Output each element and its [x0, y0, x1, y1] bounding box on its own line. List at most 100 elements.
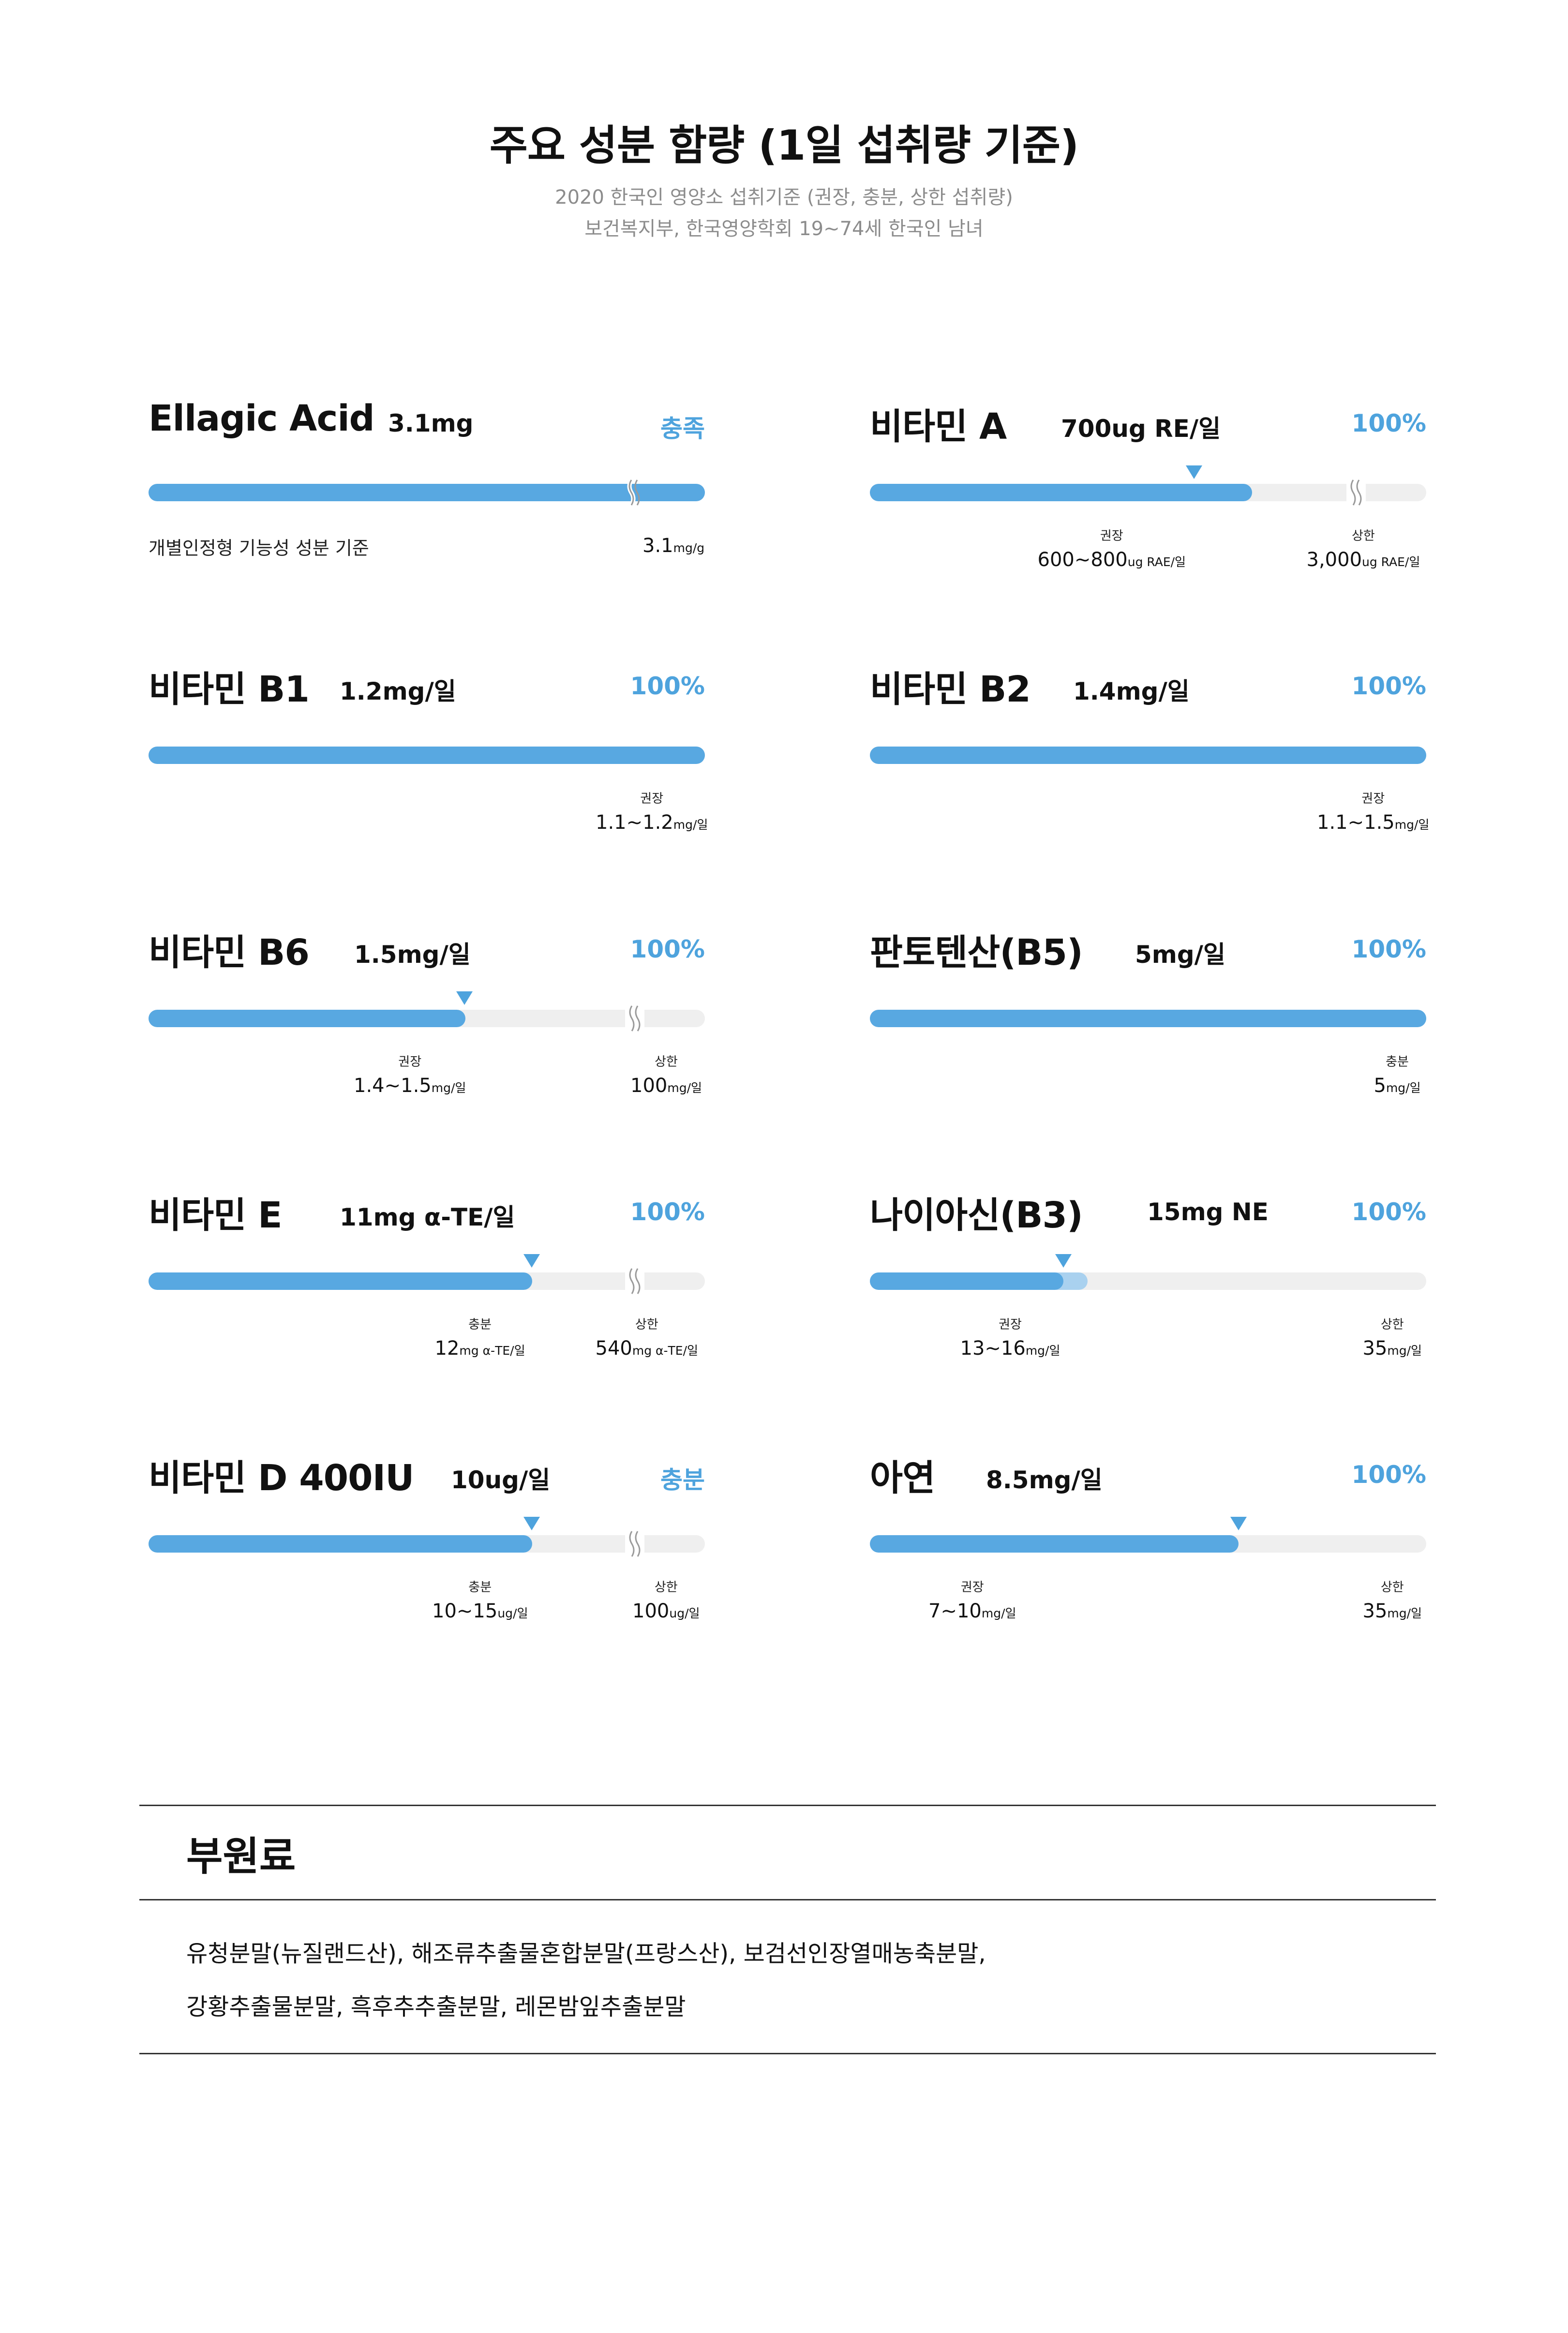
nutrient-card-niacin: 나이아신(B3) 15mg NE 100% 권장 13~16mg/일 상한 35… [870, 1186, 1426, 1390]
intake-marker-icon [456, 991, 473, 1005]
reference-label: 충분 12mg α-TE/일 [435, 1315, 525, 1360]
reference-key: 충분 [468, 1580, 492, 1595]
page-title: 주요 성분 함량 (1일 섭취량 기준) [489, 121, 1079, 170]
reference-unit: mg/일 [673, 818, 708, 832]
scale-break-icon [625, 478, 644, 507]
reference-key: 상한 [1380, 1580, 1404, 1595]
progress-fill [870, 1535, 1239, 1553]
nutrient-amount: 3.1mg [388, 409, 474, 437]
raw-materials-title: 부원료 [186, 1834, 296, 1880]
reference-key: 상한 [635, 1317, 658, 1332]
reference-unit: mg/일 [1394, 818, 1430, 832]
progress-bar [149, 479, 705, 507]
reference-unit: mg/일 [1387, 1344, 1422, 1358]
nutrient-card-vitamin-b6: 비타민 B6 1.5mg/일 100% 권장 1.4~1.5mg/일 상한 10… [149, 924, 705, 1127]
nutrient-status: 100% [1351, 935, 1426, 963]
nutrient-name: 아연 [870, 1457, 935, 1499]
nutrient-name: Ellagic Acid [149, 398, 375, 439]
reference-note: 개별인정형 기능성 성분 기준 [149, 538, 369, 559]
nutrient-amount: 10ug/일 [451, 1466, 551, 1494]
scale-break-icon [625, 1267, 644, 1296]
intake-marker-icon [523, 1254, 540, 1268]
reference-value: 12 [434, 1337, 460, 1360]
intake-marker-icon [1230, 1517, 1247, 1530]
reference-key: 권장 [1100, 529, 1123, 543]
progress-fill [149, 484, 705, 501]
nutrient-name: 나이아신(B3) [870, 1195, 1083, 1236]
reference-label: 상한 100ug/일 [632, 1577, 700, 1622]
scale-break-icon [1346, 478, 1366, 507]
reference-label: 권장 13~16mg/일 [960, 1315, 1060, 1360]
progress-fill [870, 747, 1426, 764]
reference-label: 상한 540mg α-TE/일 [596, 1315, 699, 1360]
nutrient-name: 비타민 B6 [149, 932, 310, 973]
progress-bar [870, 478, 1426, 507]
reference-label: 상한 100mg/일 [630, 1052, 702, 1097]
nutrient-card-ellagic-acid: Ellagic Acid 3.1mg 충족 개별인정형 기능성 성분 기준 3.… [149, 398, 705, 601]
intake-marker-icon [523, 1517, 540, 1530]
nutrient-amount: 1.5mg/일 [354, 941, 471, 969]
reference-value: 10~15 [432, 1600, 498, 1622]
reference-label: 상한 35mg/일 [1363, 1315, 1422, 1360]
reference-value: 35 [1362, 1337, 1388, 1360]
nutrient-card-vitamin-d: 비타민 D 400IU 10ug/일 충분 충분 10~15ug/일 상한 10… [149, 1449, 705, 1652]
reference-value: 7~10 [928, 1600, 982, 1622]
reference-unit: ug RAE/일 [1362, 555, 1420, 569]
reference-unit: mg/일 [667, 1081, 702, 1095]
reference-key: 권장 [999, 1317, 1022, 1332]
progress-fill [149, 1010, 465, 1027]
reference-key: 권장 [640, 792, 664, 806]
scale-break-icon [625, 1529, 644, 1558]
progress-bar [870, 1535, 1426, 1553]
reference-key: 권장 [398, 1055, 422, 1069]
progress-fill [870, 484, 1252, 501]
nutrient-amount: 1.2mg/일 [340, 677, 456, 705]
intake-marker-icon [1055, 1254, 1072, 1268]
nutrient-status: 충족 [660, 415, 705, 443]
reference-value: 3.1 [642, 535, 673, 557]
nutrient-status: 100% [1351, 1461, 1426, 1489]
reference-key: 상한 [655, 1055, 678, 1069]
intake-marker-icon [1186, 465, 1202, 479]
reference-key: 충분 [468, 1317, 492, 1332]
nutrient-name: 비타민 E [149, 1195, 283, 1236]
reference-unit: ug/일 [669, 1606, 700, 1620]
progress-fill [870, 1010, 1426, 1027]
section-divider [139, 2053, 1436, 2054]
progress-bar [149, 1004, 705, 1033]
nutrient-status: 충분 [660, 1466, 705, 1494]
nutrient-amount: 8.5mg/일 [986, 1466, 1103, 1494]
nutrient-card-vitamin-e: 비타민 E 11mg α-TE/일 100% 충분 12mg α-TE/일 상한… [149, 1186, 705, 1390]
nutrient-amount: 11mg α-TE/일 [340, 1203, 515, 1231]
progress-fill [149, 1535, 532, 1553]
nutrient-card-vitamin-a: 비타민 A 700ug RE/일 100% 권장 600~800ug RAE/일… [870, 398, 1426, 601]
reference-value: 1.1~1.2 [596, 811, 673, 834]
nutrient-status: 100% [1351, 672, 1426, 700]
scale-break-icon [625, 1004, 644, 1033]
nutrient-amount: 5mg/일 [1135, 941, 1225, 969]
progress-bar [149, 747, 705, 764]
nutrient-status: 100% [630, 1198, 705, 1226]
reference-unit: mg/일 [431, 1081, 466, 1095]
reference-unit: mg/일 [1025, 1344, 1060, 1358]
reference-unit: mg/일 [1386, 1081, 1421, 1095]
nutrient-card-vitamin-b2: 비타민 B2 1.4mg/일 100% 권장 1.1~1.5mg/일 [870, 660, 1429, 864]
progress-bar [870, 1010, 1426, 1027]
reference-value: 3,000 [1306, 549, 1362, 571]
reference-key: 충분 [1386, 1055, 1409, 1069]
reference-label: 권장 7~10mg/일 [928, 1577, 1016, 1622]
nutrient-name: 판토텐산(B5) [870, 932, 1083, 973]
reference-value: 1.4~1.5 [354, 1075, 432, 1097]
page-subtitle-line1: 2020 한국인 영양소 섭취기준 (권장, 충분, 상한 섭취량) [555, 186, 1013, 209]
reference-key: 권장 [1361, 792, 1385, 806]
reference-key: 상한 [1380, 1317, 1404, 1332]
raw-materials-line1: 유청분말(뉴질랜드산), 해조류추출물혼합분말(프랑스산), 보검선인장열매농축… [186, 1940, 986, 1967]
reference-label: 충분 10~15ug/일 [432, 1577, 528, 1622]
progress-fill [149, 1272, 532, 1290]
reference-label: 충분 5mg/일 [1374, 1052, 1421, 1097]
nutrient-name: 비타민 D 400IU [149, 1457, 414, 1499]
reference-value: 100 [632, 1600, 670, 1622]
nutrient-status: 100% [1351, 1198, 1426, 1226]
reference-unit: mg/g [673, 541, 705, 555]
nutrient-status: 100% [1351, 409, 1426, 437]
